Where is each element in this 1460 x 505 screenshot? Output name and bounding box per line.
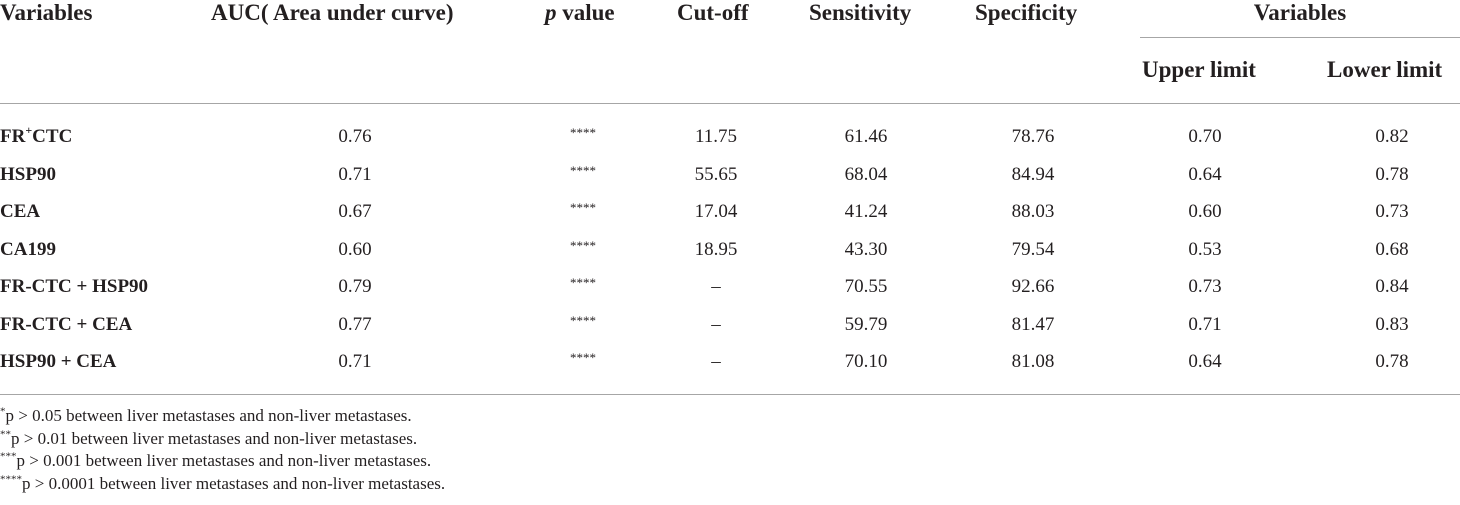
header-p-rest: value <box>556 0 615 25</box>
footnote: **p > 0.01 between liver metastases and … <box>0 428 417 450</box>
header-upper-limit: Upper limit <box>1142 57 1256 82</box>
footnote: ***p > 0.001 between liver metastases an… <box>0 450 431 472</box>
footnote-text: p > 0.001 between liver metastases and n… <box>16 451 432 470</box>
cell-cutoff: – <box>711 276 721 297</box>
cell-cutoff: 17.04 <box>694 201 738 222</box>
variable-superscript: + <box>25 122 33 137</box>
cell-cutoff: 11.75 <box>694 126 738 147</box>
variable-name: HSP90 + CEA <box>0 351 117 372</box>
cell-upper-limit: 0.73 <box>1188 276 1222 297</box>
cell-auc: 0.77 <box>338 313 372 335</box>
footnote: *p > 0.05 between liver metastases and n… <box>0 405 412 427</box>
cell-p-value: **** <box>570 350 596 365</box>
cell-sensitivity: 70.10 <box>844 351 888 372</box>
cell-specificity: 92.66 <box>1011 276 1055 297</box>
cell-lower-limit: 0.78 <box>1375 163 1409 185</box>
cell-sensitivity: 70.55 <box>844 276 888 297</box>
table-row: CEA 0.67 **** 17.04 41.24 88.03 0.60 0.73 <box>0 193 1460 230</box>
cell-specificity: 79.54 <box>1011 238 1055 260</box>
header-p-italic: p <box>545 0 557 25</box>
cell-p-value: **** <box>570 237 596 253</box>
header-p-value: p value <box>545 0 615 26</box>
cell-p-value: **** <box>570 200 596 215</box>
table-bottom-rule <box>0 394 1460 395</box>
cell-p-value: **** <box>570 312 596 328</box>
cell-auc: 0.71 <box>338 163 372 185</box>
header-auc: AUC( Area under curve) <box>211 0 454 25</box>
header-variables: Variables <box>0 0 93 25</box>
header-specificity: Specificity <box>975 0 1078 25</box>
table-row: CA199 0.60 **** 18.95 43.30 79.54 0.53 0.68 <box>0 231 1460 268</box>
cell-upper-limit: 0.60 <box>1188 201 1222 222</box>
cell-variable: CEA <box>0 193 40 230</box>
variable-name: CA199 <box>0 238 56 260</box>
footnote: ****p > 0.0001 between liver metastases … <box>0 473 445 495</box>
header-sensitivity: Sensitivity <box>809 0 912 25</box>
cell-upper-limit: 0.70 <box>1188 126 1222 147</box>
cell-specificity: 78.76 <box>1011 126 1055 147</box>
cell-lower-limit: 0.84 <box>1375 276 1409 297</box>
cell-auc: 0.79 <box>338 276 372 297</box>
cell-auc: 0.67 <box>338 201 372 222</box>
cell-sensitivity: 43.30 <box>844 238 888 260</box>
cell-auc: 0.60 <box>338 238 372 260</box>
cell-sensitivity: 61.46 <box>844 126 888 147</box>
footnote-text: p > 0.0001 between liver metastases and … <box>22 473 446 493</box>
cell-auc: 0.76 <box>338 126 372 147</box>
cell-cutoff: 55.65 <box>694 163 738 185</box>
cell-sensitivity: 41.24 <box>844 201 888 222</box>
cell-lower-limit: 0.73 <box>1375 201 1409 222</box>
header-group-rule <box>1140 37 1460 38</box>
cell-variable: HSP90 + CEA <box>0 343 116 380</box>
cell-specificity: 84.94 <box>1011 163 1055 185</box>
cell-lower-limit: 0.78 <box>1375 351 1409 372</box>
cell-variable: FR+CTC <box>0 118 72 155</box>
variable-suffix: CTC <box>32 126 73 147</box>
cell-variable: FR-CTC + HSP90 <box>0 268 148 305</box>
variable-name: HSP90 <box>0 163 56 185</box>
cell-cutoff: – <box>711 313 721 335</box>
cell-lower-limit: 0.83 <box>1375 313 1409 335</box>
table-row: HSP90 + CEA 0.71 **** – 70.10 81.08 0.64 0.78 <box>0 343 1460 380</box>
cell-p-value: **** <box>570 125 596 140</box>
cell-sensitivity: 59.79 <box>844 313 888 335</box>
cell-cutoff: – <box>711 351 721 372</box>
table-row: FR-CTC + HSP90 0.79 **** – 70.55 92.66 0.73 0.8… <box>0 268 1460 305</box>
cell-upper-limit: 0.64 <box>1188 351 1222 372</box>
footnote-symbol: **** <box>0 472 22 485</box>
cell-upper-limit: 0.71 <box>1188 313 1222 335</box>
header-cutoff: Cut-off <box>677 0 749 25</box>
cell-lower-limit: 0.82 <box>1375 126 1409 147</box>
footnote-text: p > 0.05 between liver metastases and no… <box>5 406 412 425</box>
cell-variable: HSP90 <box>0 156 56 193</box>
footnote-symbol: * <box>0 405 6 418</box>
cell-upper-limit: 0.53 <box>1188 238 1222 260</box>
cell-sensitivity: 68.04 <box>844 163 888 185</box>
table-row: FR-CTC + CEA 0.77 **** – 59.79 81.47 0.71 0.83 <box>0 306 1460 343</box>
header-lower-limit: Lower limit <box>1327 57 1443 82</box>
variable-name: FR-CTC + HSP90 <box>0 276 149 297</box>
variable-name: CEA <box>0 201 41 222</box>
cell-variable: CA199 <box>0 231 56 268</box>
cell-upper-limit: 0.64 <box>1188 163 1222 185</box>
table-row: HSP90 0.71 **** 55.65 68.04 84.94 0.64 0.78 <box>0 156 1460 193</box>
variable-name: FR-CTC + CEA <box>0 313 133 335</box>
cell-lower-limit: 0.68 <box>1375 238 1409 260</box>
footnote-symbol: *** <box>0 450 17 463</box>
cell-specificity: 81.47 <box>1011 313 1055 335</box>
variable-name: FR <box>0 126 26 147</box>
cell-specificity: 81.08 <box>1011 351 1055 372</box>
footnote-text: p > 0.01 between liver metastases and no… <box>11 428 418 448</box>
cell-p-value: **** <box>570 275 596 290</box>
cell-cutoff: 18.95 <box>694 238 738 260</box>
table-row: FR+CTC 0.76 **** 11.75 61.46 78.76 0.70 0.82 <box>0 118 1460 155</box>
footnote-symbol: ** <box>0 427 11 440</box>
cell-variable: FR-CTC + CEA <box>0 306 132 343</box>
cell-p-value: **** <box>570 162 596 178</box>
header-rule <box>0 103 1460 104</box>
cell-auc: 0.71 <box>338 351 372 372</box>
cell-specificity: 88.03 <box>1011 201 1055 222</box>
header-variables-group: Variables <box>1253 0 1347 25</box>
